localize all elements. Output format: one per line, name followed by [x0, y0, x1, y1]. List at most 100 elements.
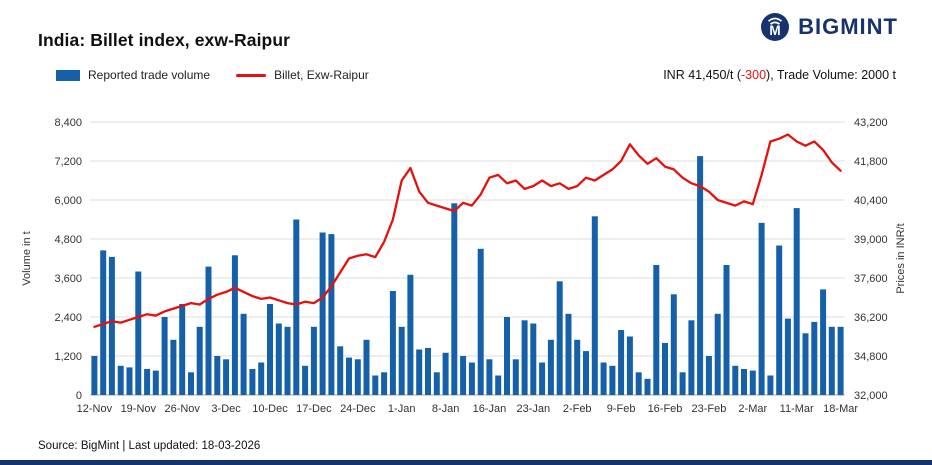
volume-bar[interactable] — [161, 317, 168, 395]
legend-item-price[interactable]: Billet, Exw-Raipur — [236, 68, 369, 82]
volume-bar[interactable] — [705, 356, 712, 395]
volume-bar[interactable] — [644, 378, 651, 396]
volume-bar[interactable] — [468, 362, 475, 396]
volume-bar[interactable] — [126, 367, 133, 395]
volume-bar[interactable] — [802, 333, 809, 396]
volume-bar[interactable] — [767, 375, 774, 396]
x-axis-tick: 1-Jan — [388, 403, 416, 415]
volume-bar[interactable] — [258, 362, 265, 396]
volume-bar[interactable] — [231, 255, 238, 396]
volume-bar[interactable] — [223, 359, 230, 396]
volume-bar[interactable] — [275, 323, 282, 396]
volume-bar[interactable] — [512, 359, 519, 396]
volume-bar[interactable] — [363, 339, 370, 396]
volume-bar[interactable] — [460, 356, 467, 395]
volume-bar[interactable] — [337, 346, 344, 396]
volume-bar[interactable] — [354, 359, 361, 396]
volume-bar[interactable] — [381, 372, 388, 396]
volume-bar[interactable] — [108, 256, 115, 395]
volume-bar[interactable] — [583, 351, 589, 395]
volume-bar[interactable] — [732, 365, 739, 396]
volume-bar[interactable] — [100, 250, 107, 395]
volume-bar[interactable] — [310, 326, 317, 396]
x-axis-tick: 2-Mar — [738, 403, 767, 415]
volume-bar[interactable] — [293, 219, 300, 396]
volume-bar[interactable] — [837, 326, 844, 396]
volume-bar[interactable] — [179, 304, 186, 395]
volume-bar[interactable] — [170, 339, 177, 396]
volume-bar[interactable] — [495, 375, 502, 396]
volume-bar[interactable] — [784, 318, 791, 395]
volume-bar[interactable] — [328, 234, 335, 395]
volume-bar[interactable] — [574, 339, 581, 396]
legend-item-volume[interactable]: Reported trade volume — [56, 68, 210, 82]
volume-bar[interactable] — [249, 369, 256, 395]
price-line[interactable] — [93, 133, 842, 328]
volume-bar[interactable] — [556, 281, 563, 396]
volume-bar[interactable] — [214, 356, 221, 395]
volume-bar[interactable] — [653, 265, 660, 395]
volume-bar[interactable] — [626, 336, 633, 396]
volume-bar[interactable] — [811, 321, 818, 395]
volume-bar[interactable] — [302, 365, 309, 396]
volume-bar[interactable] — [240, 313, 247, 396]
volume-bar[interactable] — [521, 320, 528, 396]
volume-bar[interactable] — [188, 372, 194, 396]
volume-bar[interactable] — [793, 208, 800, 395]
volume-bar[interactable] — [267, 304, 273, 395]
volume-bar[interactable] — [451, 203, 458, 395]
volume-bar[interactable] — [205, 266, 212, 395]
x-axis-tick: 19-Nov — [121, 403, 157, 415]
volume-bar[interactable] — [486, 359, 493, 396]
volume-bar[interactable] — [618, 330, 625, 395]
volume-bar[interactable] — [609, 365, 616, 396]
x-axis-tick: 2-Feb — [563, 403, 592, 415]
volume-bar[interactable] — [820, 289, 827, 395]
volume-bar[interactable] — [152, 370, 159, 395]
volume-bar[interactable] — [697, 156, 704, 395]
volume-bar[interactable] — [91, 356, 98, 395]
price-change: -300 — [741, 68, 767, 82]
x-axis-tick: 16-Feb — [648, 403, 683, 415]
volume-bar[interactable] — [714, 313, 721, 396]
volume-bar[interactable] — [723, 265, 730, 395]
volume-bar[interactable] — [530, 323, 537, 396]
volume-bar[interactable] — [398, 326, 405, 396]
volume-bar[interactable] — [433, 372, 440, 396]
volume-bar[interactable] — [547, 339, 554, 396]
volume-bar[interactable] — [741, 369, 747, 395]
volume-bar[interactable] — [284, 326, 291, 396]
volume-bar[interactable] — [407, 274, 414, 396]
volume-bar[interactable] — [539, 362, 546, 396]
volume-bar[interactable] — [117, 365, 124, 396]
bigmint-logo-text: BIGMINT — [798, 14, 898, 39]
volume-bar[interactable] — [591, 216, 598, 396]
volume-bar[interactable] — [319, 232, 326, 396]
volume-bar[interactable] — [135, 271, 142, 396]
volume-bar[interactable] — [425, 347, 431, 395]
bigmint-logo[interactable]: M BIGMINT — [760, 12, 898, 42]
volume-bar[interactable] — [758, 222, 765, 396]
x-axis-tick: 16-Jan — [473, 403, 507, 415]
volume-bar[interactable] — [635, 372, 642, 396]
volume-bar[interactable] — [688, 320, 695, 396]
volume-bar[interactable] — [600, 362, 607, 396]
volume-bar[interactable] — [477, 248, 484, 396]
volume-bar[interactable] — [442, 352, 449, 396]
volume-bar[interactable] — [749, 370, 756, 395]
x-axis-tick: 10-Dec — [252, 403, 288, 415]
price-summary-prefix: INR 41,450/t ( — [663, 68, 742, 82]
volume-bar[interactable] — [776, 245, 783, 396]
volume-bar[interactable] — [346, 357, 352, 395]
volume-bar[interactable] — [670, 294, 677, 396]
volume-bar[interactable] — [662, 343, 668, 395]
volume-bar[interactable] — [416, 349, 423, 396]
volume-bar[interactable] — [504, 317, 510, 395]
volume-bar[interactable] — [828, 326, 835, 396]
volume-bar[interactable] — [565, 313, 572, 396]
volume-bar[interactable] — [372, 375, 379, 396]
volume-bar[interactable] — [144, 369, 151, 395]
volume-bar[interactable] — [389, 291, 396, 395]
volume-bar[interactable] — [196, 326, 203, 396]
volume-bar[interactable] — [679, 372, 686, 396]
